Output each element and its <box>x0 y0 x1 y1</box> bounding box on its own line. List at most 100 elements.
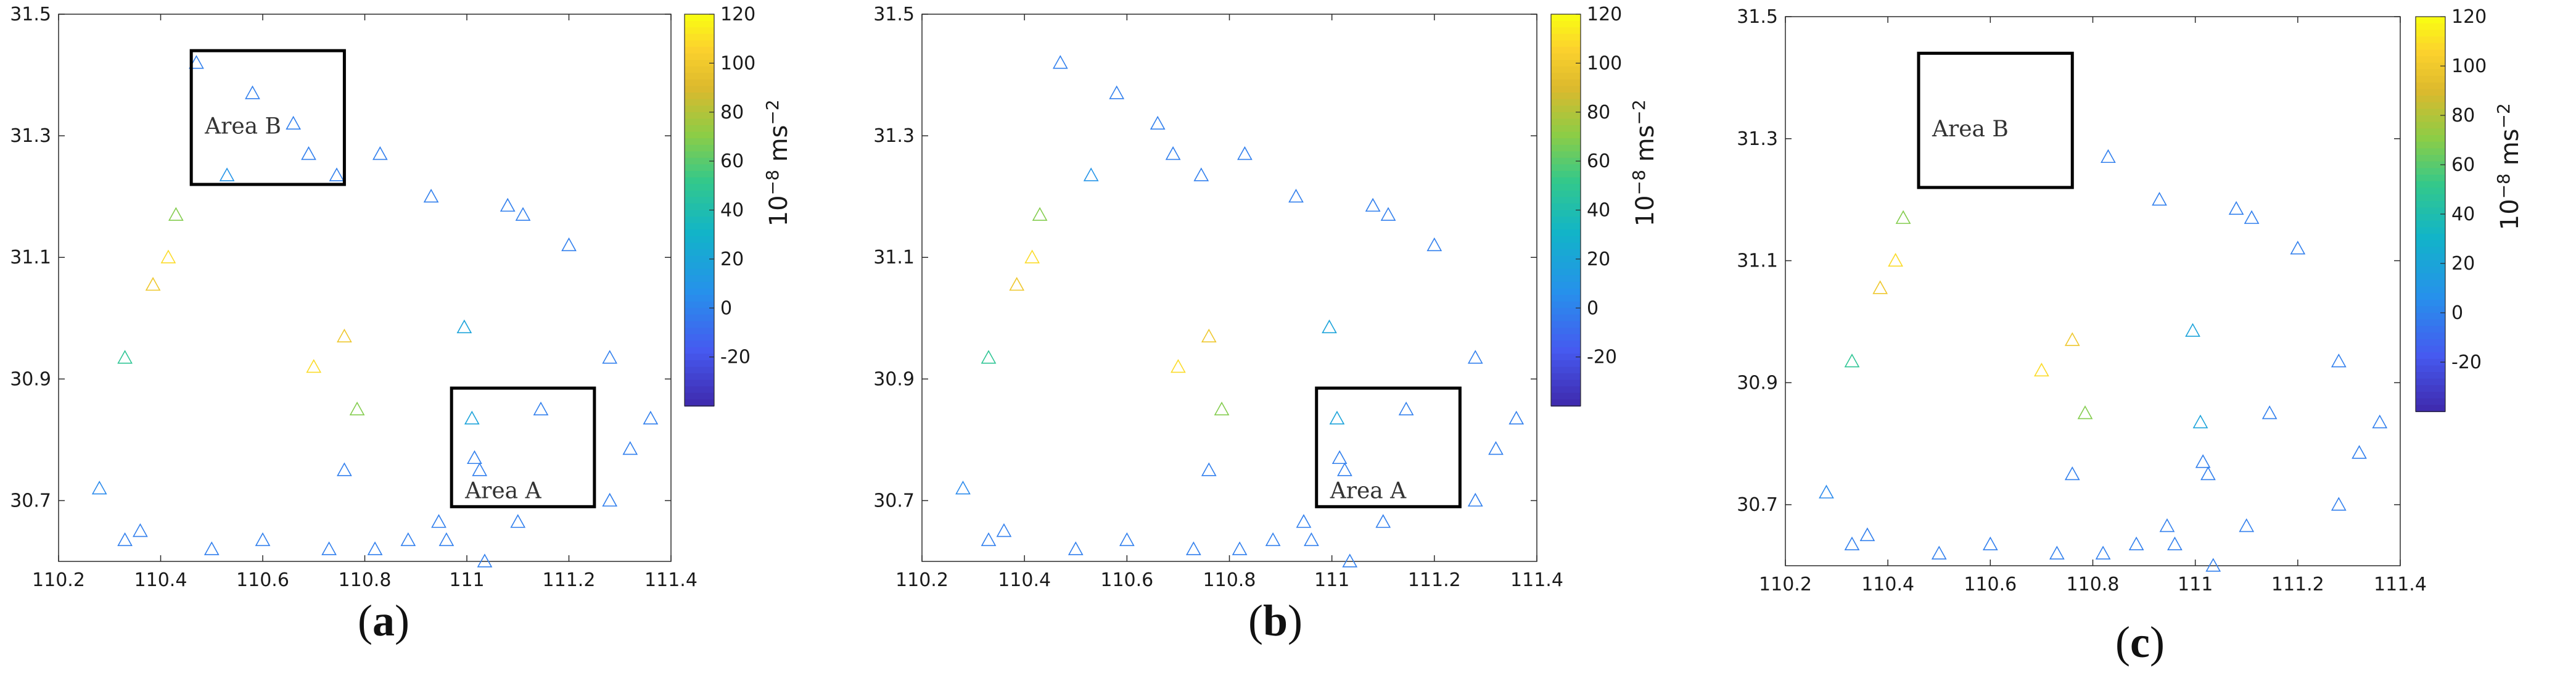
station-marker <box>117 350 133 364</box>
plot-area <box>58 14 672 562</box>
x-tick-label: 110.2 <box>32 569 85 591</box>
colorbar-segment <box>2416 194 2445 202</box>
region-label: Area B <box>1932 117 2009 142</box>
station-marker <box>2034 362 2049 377</box>
colorbar-segment <box>1551 27 1581 35</box>
colorbar-segment <box>1551 373 1581 381</box>
station-marker <box>204 541 220 555</box>
colorbar-segment <box>2416 293 2445 300</box>
colorbar-segment <box>1551 223 1581 231</box>
colorbar-segment <box>2416 175 2445 182</box>
colorbar-segment <box>685 379 714 387</box>
colorbar-segment <box>1551 236 1581 244</box>
colorbar-segment <box>685 73 714 80</box>
station-marker <box>1872 280 1888 294</box>
region-label: Area B <box>204 114 281 139</box>
station-marker <box>321 541 337 555</box>
colorbar-segment <box>685 255 714 263</box>
colorbar-segment <box>685 66 714 74</box>
colorbar-segment <box>685 242 714 250</box>
colorbar-segment <box>685 164 714 172</box>
station-marker <box>456 319 472 334</box>
station-marker <box>1888 252 1903 267</box>
colorbar-segment <box>2416 240 2445 248</box>
station-marker <box>1185 541 1201 555</box>
colorbar-tick-label: 120 <box>1587 4 1622 25</box>
colorbar-segment <box>2416 115 2445 123</box>
colorbar-segment <box>685 112 714 120</box>
colorbar-segment <box>1551 392 1581 400</box>
colorbar-segment <box>1551 301 1581 309</box>
colorbar-segment <box>2416 392 2445 399</box>
colorbar-segment <box>2416 352 2445 360</box>
panel-caption-c: (c) <box>2115 618 2165 667</box>
y-tick-label: 31.1 <box>873 247 915 268</box>
colorbar-segment <box>1551 268 1581 276</box>
scatter-plot-b: 110.2 110.4 110.6 110.8 111 111.2 111.4 31.5 31.… <box>873 4 1660 591</box>
station-marker <box>2064 466 2080 481</box>
colorbar-segment <box>1551 66 1581 74</box>
colorbar-segment <box>685 197 714 204</box>
station-marker <box>1232 541 1248 555</box>
colorbar-segment <box>1551 138 1581 146</box>
colorbar-segment <box>1551 242 1581 250</box>
colorbar-segment <box>685 131 714 139</box>
colorbar-segment <box>1551 353 1581 361</box>
colorbar-segment <box>2416 201 2445 209</box>
colorbar-segment <box>685 366 714 374</box>
colorbar-tick-label: 120 <box>720 4 755 25</box>
y-tick-label: 30.7 <box>873 490 915 511</box>
station-marker <box>1982 536 1998 550</box>
colorbar-segment <box>685 217 714 224</box>
colorbar-segment <box>685 105 714 113</box>
colorbar-segment <box>685 347 714 355</box>
colorbar-segment <box>2416 168 2445 175</box>
station-marker <box>91 481 107 495</box>
station-marker <box>2239 518 2255 532</box>
colorbar-segment <box>2416 345 2445 353</box>
colorbar-segment <box>2416 30 2445 37</box>
station-marker <box>996 523 1012 537</box>
colorbar-segment <box>2416 319 2445 327</box>
station-marker <box>2167 536 2183 550</box>
colorbar-segment <box>2416 313 2445 320</box>
colorbar-segment <box>1551 86 1581 93</box>
colorbar-segment <box>2416 76 2445 83</box>
colorbar-segment <box>2416 122 2445 130</box>
station-marker <box>2095 545 2111 560</box>
station-marker <box>1009 276 1025 291</box>
x-tick-label: 110.4 <box>998 569 1051 591</box>
colorbar-segment <box>2416 339 2445 347</box>
colorbar-segment <box>685 138 714 146</box>
colorbar-segment <box>685 20 714 28</box>
colorbar-segment <box>1551 314 1581 322</box>
colorbar-segment <box>1551 105 1581 113</box>
colorbar-segment <box>1551 53 1581 61</box>
colorbar-segment <box>2416 56 2445 64</box>
station-marker <box>1342 553 1358 568</box>
station-marker <box>2331 353 2347 368</box>
colorbar-segment <box>1551 275 1581 283</box>
colorbar-tick-label: 80 <box>2451 105 2475 126</box>
colorbar-segment <box>685 262 714 270</box>
y-tick-label: 31.5 <box>873 4 915 25</box>
station-marker <box>2049 545 2065 560</box>
colorbar-segment <box>2416 36 2445 44</box>
colorbar-tick-label: 120 <box>2451 6 2487 28</box>
station-marker <box>301 146 316 160</box>
colorbar-segment <box>685 275 714 283</box>
colorbar-tick-label: 60 <box>1587 151 1610 172</box>
colorbar-segment <box>685 373 714 381</box>
colorbar-segment <box>1551 118 1581 126</box>
x-tick-label: 111 <box>2178 574 2213 595</box>
station-marker <box>1193 167 1209 181</box>
station-marker <box>306 358 322 373</box>
x-tick-label: 111.4 <box>644 569 697 591</box>
x-tick-label: 111.4 <box>2374 574 2427 595</box>
y-tick-label: 31.1 <box>10 247 51 268</box>
station-marker <box>602 492 618 507</box>
station-marker <box>145 276 161 291</box>
station-marker <box>1032 207 1048 221</box>
x-tick-label: 110.8 <box>339 569 392 591</box>
colorbar-segment <box>2416 102 2445 110</box>
